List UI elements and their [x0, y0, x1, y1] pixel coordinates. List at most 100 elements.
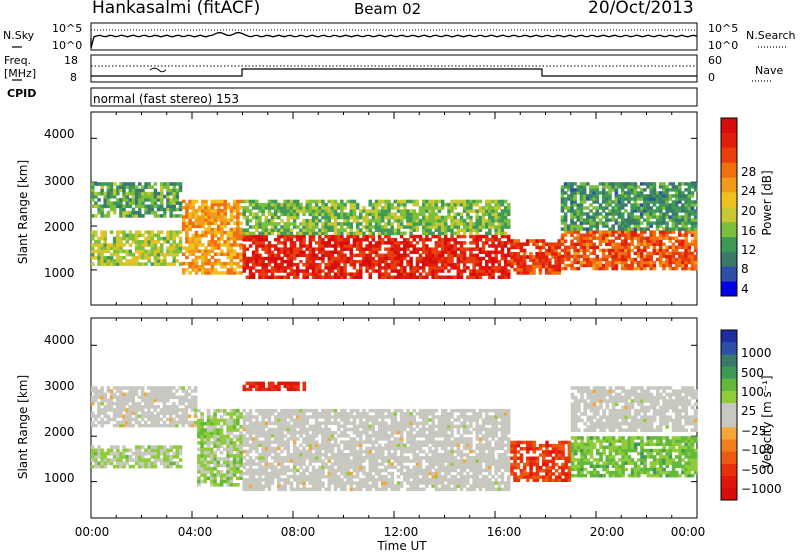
power-cell — [646, 236, 650, 240]
power-cell — [434, 212, 439, 217]
power-cell — [434, 244, 439, 248]
power-cell — [321, 209, 325, 213]
power-cell — [156, 256, 161, 260]
power-cell — [684, 248, 688, 253]
power-cell — [652, 200, 657, 204]
velocity-cell — [116, 451, 120, 456]
power-cell — [658, 233, 663, 237]
velocity-cell — [321, 446, 325, 451]
velocity-cell — [181, 389, 185, 393]
power-cell — [251, 275, 256, 279]
power-cell — [337, 241, 341, 245]
power-cell — [551, 271, 555, 275]
power-cell — [106, 198, 111, 202]
power-cell — [456, 218, 461, 223]
velocity-cell — [314, 443, 319, 447]
power-cell — [437, 206, 442, 210]
power-cell — [437, 218, 442, 223]
velocity-cell — [125, 417, 129, 422]
power-cell — [434, 275, 439, 279]
power-cell — [280, 231, 284, 236]
power-cell — [258, 234, 262, 239]
velocity-cell — [232, 470, 237, 474]
power-cell — [620, 227, 625, 231]
power-cell — [624, 203, 628, 207]
power-cell — [453, 238, 457, 242]
power-cell — [346, 247, 350, 251]
power-cell — [280, 202, 284, 207]
power-cell — [160, 214, 164, 218]
velocity-cell — [216, 428, 221, 432]
power-cell — [131, 236, 136, 241]
power-cell — [122, 194, 126, 199]
power-cell — [620, 221, 625, 225]
power-cell — [541, 264, 546, 269]
power-cell — [172, 256, 176, 260]
velocity-cell — [153, 461, 158, 466]
power-cell — [112, 259, 117, 263]
power-cell — [337, 206, 341, 210]
velocity-cell — [122, 392, 126, 396]
power-cell — [308, 263, 313, 267]
power-cell — [544, 242, 549, 246]
power-cell — [494, 206, 498, 210]
velocity-cell — [125, 395, 129, 400]
power-cell — [497, 228, 502, 232]
power-cell — [166, 252, 170, 257]
velocity-cell — [159, 398, 164, 403]
power-cell — [116, 246, 120, 250]
velocity-cell — [150, 451, 155, 456]
power-cell — [662, 227, 666, 231]
power-cell — [289, 212, 294, 217]
power-cell — [453, 247, 457, 251]
power-cell — [668, 182, 673, 186]
velocity-cell — [308, 456, 313, 460]
power-cell — [409, 215, 413, 220]
power-cell — [665, 197, 669, 201]
power-cell — [308, 234, 313, 239]
power-cell — [639, 254, 644, 259]
velocity-cell — [248, 481, 253, 485]
power-cell — [633, 257, 638, 262]
velocity-cell — [197, 441, 201, 445]
velocity-cell — [242, 443, 246, 447]
power-cell — [91, 198, 95, 202]
power-cell — [274, 228, 278, 232]
velocity-cell — [302, 449, 306, 454]
power-cell — [346, 238, 350, 242]
power-cell — [684, 200, 688, 204]
power-cell — [188, 212, 192, 216]
power-cell — [280, 241, 284, 245]
power-cell — [245, 218, 250, 223]
velocity-cell — [292, 434, 297, 438]
power-cell — [544, 252, 549, 256]
power-cell — [112, 204, 117, 209]
velocity-cell — [125, 448, 129, 453]
velocity-cell — [109, 445, 114, 449]
power-cell — [560, 227, 565, 231]
power-cell — [138, 210, 142, 215]
power-cell — [131, 191, 136, 196]
power-cell — [355, 253, 360, 258]
power-cell — [147, 236, 151, 241]
power-cell — [620, 185, 625, 189]
velocity-cell — [261, 408, 265, 413]
power-cell — [103, 201, 107, 205]
power-cell — [611, 254, 615, 259]
velocity-cell — [153, 408, 157, 412]
power-cell — [153, 194, 158, 199]
velocity-cell — [131, 398, 135, 403]
power-cell — [406, 244, 410, 248]
power-cell — [308, 241, 313, 245]
power-cell — [485, 206, 489, 210]
power-cell — [128, 230, 133, 234]
power-cell — [573, 236, 577, 240]
power-cell — [608, 191, 612, 195]
power-cell — [178, 262, 183, 266]
power-cell — [156, 198, 161, 202]
power-cell — [333, 215, 338, 220]
velocity-cell — [97, 461, 101, 466]
power-cell — [601, 194, 606, 198]
power-cell — [649, 212, 653, 216]
velocity-cell — [203, 454, 208, 458]
